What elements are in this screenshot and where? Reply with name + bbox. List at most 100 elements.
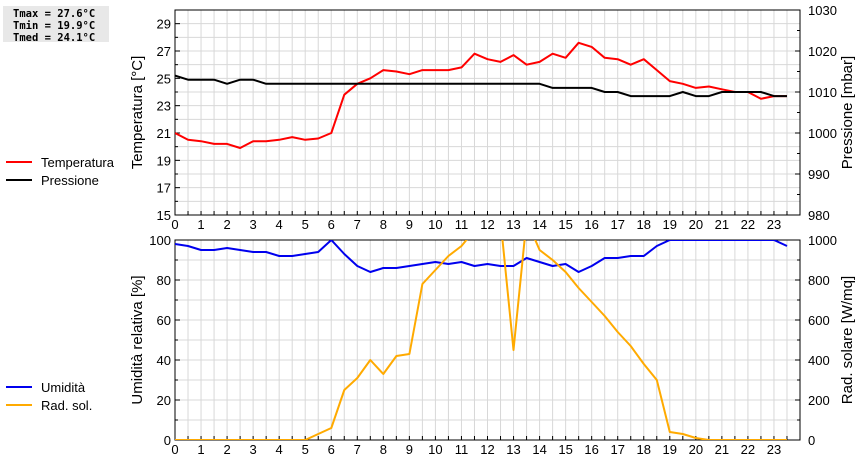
svg-text:1000: 1000	[808, 233, 837, 248]
temperature-pressure-plot: 0 1 2 3 4 5 6 7 8 9 10 11 12 13 14 15 16 17 18 19 20 21 22 2315…	[129, 3, 856, 232]
svg-text:0: 0	[808, 433, 815, 448]
legend-item-pressione: Pressione	[6, 171, 114, 189]
svg-text:20: 20	[689, 442, 703, 457]
series-line	[175, 240, 788, 273]
svg-text:23: 23	[767, 442, 781, 457]
svg-text:21: 21	[715, 442, 729, 457]
svg-text:0: 0	[164, 433, 171, 448]
svg-text:19: 19	[157, 153, 171, 168]
svg-text:13: 13	[506, 442, 520, 457]
svg-text:21: 21	[157, 126, 171, 141]
svg-text:17: 17	[157, 181, 171, 196]
series-line	[175, 74, 787, 98]
svg-text:Pressione [mbar]: Pressione [mbar]	[839, 56, 856, 169]
temperature-stats-box: Tmax = 27.6°C Tmin = 19.9°C Tmed = 24.1°…	[3, 6, 109, 44]
svg-text:15: 15	[558, 217, 572, 232]
legend-label: Pressione	[41, 172, 99, 188]
rad-sol-swatch-icon	[6, 404, 32, 406]
svg-text:22: 22	[741, 217, 755, 232]
svg-text:200: 200	[808, 393, 830, 408]
svg-text:3: 3	[250, 217, 257, 232]
legend-label: Umidità	[41, 379, 86, 395]
svg-text:1030: 1030	[808, 3, 837, 18]
svg-text:1000: 1000	[808, 126, 837, 141]
legend-label: Rad. sol.	[41, 397, 93, 413]
svg-text:600: 600	[808, 313, 830, 328]
svg-text:5: 5	[302, 442, 309, 457]
svg-text:40: 40	[157, 353, 171, 368]
temperatura-swatch-icon	[6, 161, 32, 163]
svg-text:100: 100	[149, 233, 171, 248]
svg-text:9: 9	[406, 442, 413, 457]
svg-text:2: 2	[223, 442, 230, 457]
series-line	[175, 41, 787, 149]
svg-text:29: 29	[157, 17, 171, 32]
svg-text:18: 18	[637, 442, 651, 457]
svg-text:14: 14	[532, 442, 546, 457]
svg-text:6: 6	[328, 217, 335, 232]
svg-text:11: 11	[455, 217, 469, 232]
svg-text:12: 12	[480, 217, 494, 232]
tmed-label: Tmed = 24.1°C	[13, 32, 96, 44]
svg-text:18: 18	[637, 217, 651, 232]
svg-text:980: 980	[808, 208, 830, 223]
svg-text:16: 16	[584, 217, 598, 232]
tmax-label: Tmax = 27.6°C	[13, 8, 96, 20]
svg-text:990: 990	[808, 167, 830, 182]
svg-text:25: 25	[157, 71, 171, 86]
svg-text:80: 80	[157, 273, 171, 288]
humidity-radiation-plot: 0 1 2 3 4 5 6 7 8 9 10 11 12 13 14 15 16 17 18 19 20 21 22 2302…	[129, 233, 856, 457]
svg-text:21: 21	[715, 217, 729, 232]
svg-text:17: 17	[610, 217, 624, 232]
svg-text:Umidità relativa [%]: Umidità relativa [%]	[129, 275, 146, 404]
svg-text:22: 22	[741, 442, 755, 457]
series-line	[175, 240, 787, 440]
svg-text:19: 19	[663, 217, 677, 232]
svg-text:6: 6	[328, 442, 335, 457]
svg-text:7: 7	[354, 217, 361, 232]
umidita-swatch-icon	[6, 386, 32, 388]
legend-bottom: Umidità Rad. sol.	[6, 378, 92, 414]
svg-text:1010: 1010	[808, 85, 837, 100]
svg-text:0: 0	[171, 217, 178, 232]
svg-text:1: 1	[197, 442, 204, 457]
svg-text:400: 400	[808, 353, 830, 368]
svg-text:17: 17	[610, 442, 624, 457]
tmin-label: Tmin = 19.9°C	[13, 20, 96, 32]
pressione-swatch-icon	[6, 179, 32, 181]
svg-text:13: 13	[506, 217, 520, 232]
svg-text:1020: 1020	[808, 44, 837, 59]
svg-text:10: 10	[428, 442, 442, 457]
svg-text:16: 16	[584, 442, 598, 457]
svg-text:23: 23	[157, 99, 171, 114]
legend-item-umidita: Umidità	[6, 378, 92, 396]
svg-text:9: 9	[406, 217, 413, 232]
svg-text:20: 20	[157, 393, 171, 408]
svg-text:7: 7	[354, 442, 361, 457]
svg-text:1: 1	[197, 217, 204, 232]
svg-text:Temperatura [°C]: Temperatura [°C]	[129, 56, 146, 170]
svg-text:Rad. solare [W/mq]: Rad. solare [W/mq]	[839, 276, 856, 404]
svg-text:0: 0	[171, 442, 178, 457]
svg-text:5: 5	[302, 217, 309, 232]
svg-text:11: 11	[455, 442, 469, 457]
svg-text:800: 800	[808, 273, 830, 288]
legend-item-temperatura: Temperatura	[6, 153, 114, 171]
svg-text:15: 15	[157, 208, 171, 223]
svg-text:23: 23	[767, 217, 781, 232]
legend-label: Temperatura	[41, 154, 114, 170]
svg-text:4: 4	[276, 442, 283, 457]
svg-text:2: 2	[223, 217, 230, 232]
svg-text:20: 20	[689, 217, 703, 232]
legend-top: Temperatura Pressione	[6, 153, 114, 189]
svg-text:10: 10	[428, 217, 442, 232]
svg-text:12: 12	[480, 442, 494, 457]
svg-text:8: 8	[380, 217, 387, 232]
svg-text:14: 14	[532, 217, 546, 232]
svg-text:8: 8	[380, 442, 387, 457]
svg-text:19: 19	[663, 442, 677, 457]
svg-text:27: 27	[157, 44, 171, 59]
legend-item-rad-sol: Rad. sol.	[6, 396, 92, 414]
svg-text:4: 4	[276, 217, 283, 232]
